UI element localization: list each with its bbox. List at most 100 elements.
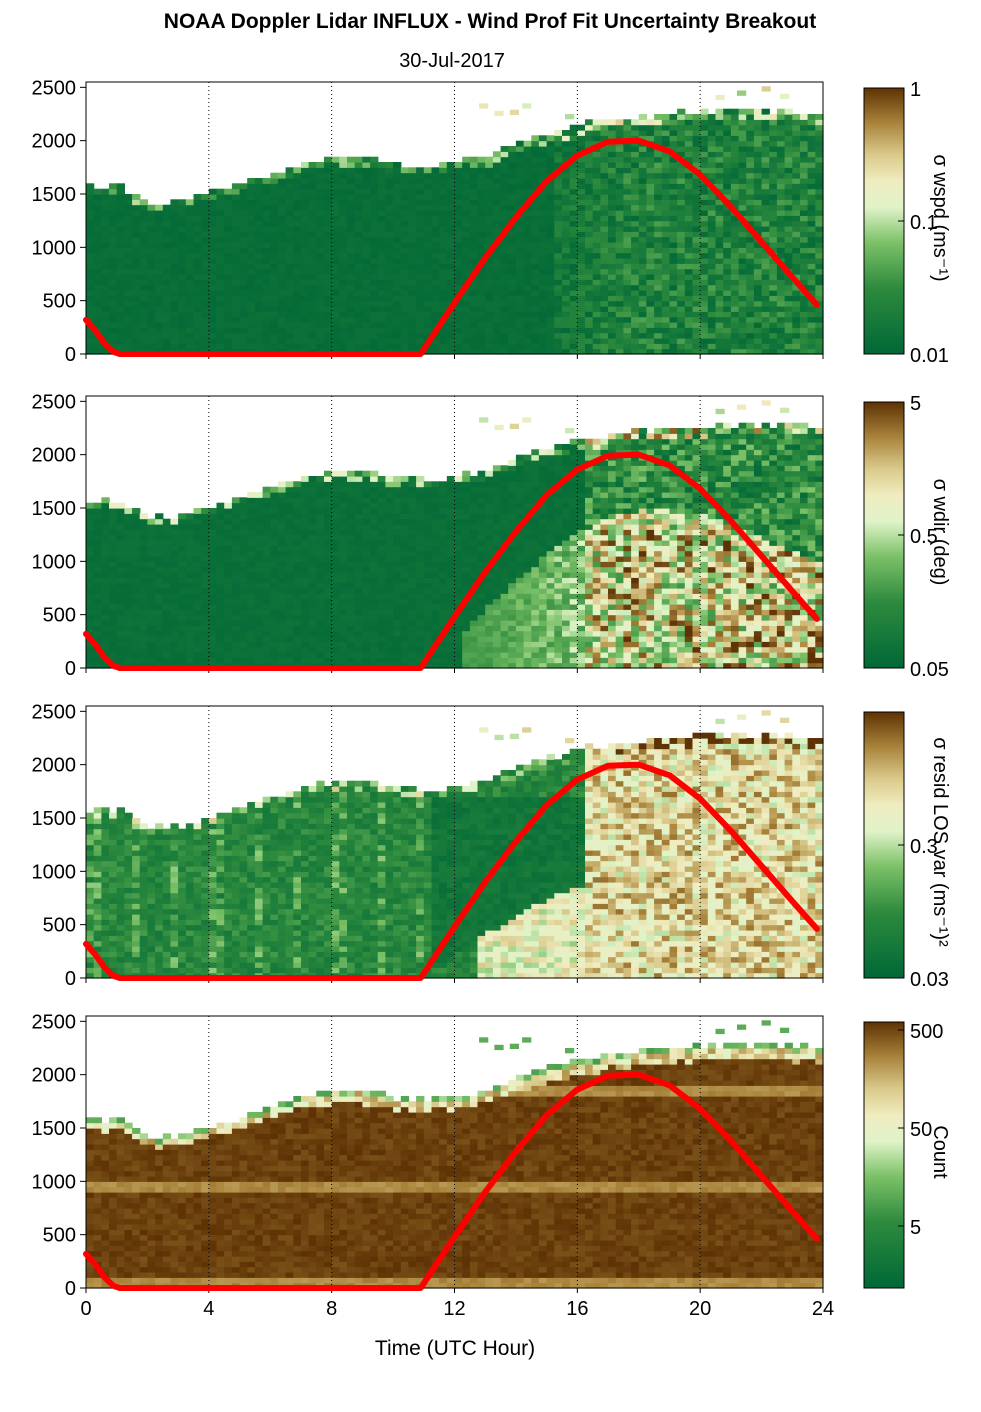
heatmap-cell [109,316,118,323]
heatmap-cell [155,343,164,350]
heatmap-cell [477,290,486,296]
heatmap-cell [201,524,210,530]
heatmap-cell [677,274,686,280]
heatmap-cell [185,614,195,621]
heatmap-cell [178,263,187,270]
heatmap-cell [508,146,517,152]
heatmap-cell [546,146,555,152]
heatmap-cell [155,524,164,530]
heatmap-cell [101,268,110,275]
heatmap-cell [277,540,287,546]
heatmap-cell [400,327,410,334]
heatmap-cell [201,540,210,546]
heatmap-cell [301,534,310,541]
heatmap-cell [515,295,525,302]
heatmap-cell [730,327,740,334]
heatmap-cell [262,550,271,557]
heatmap-cell [684,279,694,286]
heatmap-cell [746,183,755,190]
heatmap-cell [661,348,671,355]
heatmap-cell [370,566,379,573]
heatmap-cell [723,316,732,323]
heatmap-cell [439,343,448,350]
heatmap-cell [737,90,747,96]
heatmap-cell [86,183,95,190]
heatmap-cell [347,593,356,600]
heatmap-cell [262,652,271,658]
heatmap-cell [201,614,210,621]
heatmap-cell [416,332,425,339]
heatmap-cell [155,226,164,232]
heatmap-cell [638,167,648,174]
heatmap-cell [170,593,179,600]
heatmap-cell [608,188,617,195]
heatmap-cell [185,582,195,589]
heatmap-cell [715,279,724,286]
heatmap-cell [331,593,340,600]
heatmap-cell [331,178,340,184]
heatmap-cell [185,513,195,520]
heatmap-cell [132,268,141,275]
heatmap-cell [700,348,709,355]
heatmap-cell [454,167,463,174]
heatmap-cell [354,497,363,504]
heatmap-cell [224,604,233,610]
heatmap-cell [600,124,609,131]
heatmap-cell [462,327,471,334]
heatmap-cell [216,513,225,520]
heatmap-cell [600,348,609,355]
heatmap-cell [354,550,363,557]
heatmap-cell [562,252,571,259]
heatmap-cell [723,178,732,184]
heatmap-cell [270,566,279,573]
heatmap-cell [208,620,218,626]
heatmap-cell [239,199,248,206]
heatmap-cell [101,662,110,669]
heatmap-cell [293,486,302,493]
heatmap-cell [354,236,363,243]
heatmap-cell [270,306,279,312]
heatmap-cell [730,252,740,259]
heatmap-cell [124,604,133,610]
heatmap-cell [385,646,394,653]
heatmap-cell [684,236,694,243]
heatmap-cell [193,550,202,557]
heatmap-cell [431,338,440,344]
heatmap-cell [615,332,624,339]
heatmap-cell [370,295,379,302]
heatmap-cell [262,258,271,264]
heatmap-cell [385,630,394,637]
heatmap-cell [185,641,195,648]
heatmap-cell [132,258,141,264]
heatmap-cell [277,332,287,339]
heatmap-cell [730,220,740,227]
heatmap-cell [354,630,363,637]
heatmap-cell [377,231,386,238]
heatmap-cell [201,258,210,264]
heatmap-cell [308,242,317,248]
heatmap-cell [116,311,125,318]
heatmap-cell [661,231,671,238]
heatmap-cell [109,183,118,190]
heatmap-cell [623,172,632,179]
heatmap-cell [239,247,248,254]
heatmap-cell [116,306,125,312]
heatmap-cell [393,295,402,302]
heatmap-cell [178,226,187,232]
heatmap-cell [408,215,417,222]
heatmap-cell [354,231,363,238]
heatmap-cell [170,566,179,573]
heatmap-cell [492,247,502,254]
heatmap-cell [784,247,793,254]
heatmap-cell [285,556,294,562]
heatmap-cell [285,322,294,328]
heatmap-cell [707,204,717,211]
heatmap-cell [285,518,294,525]
heatmap-cell [339,641,348,648]
heatmap-cell [753,322,763,328]
heatmap-cell [385,204,394,211]
heatmap-cell [93,550,102,557]
heatmap-cell [492,311,502,318]
heatmap-cell [631,215,640,222]
heatmap-cell [377,204,386,211]
